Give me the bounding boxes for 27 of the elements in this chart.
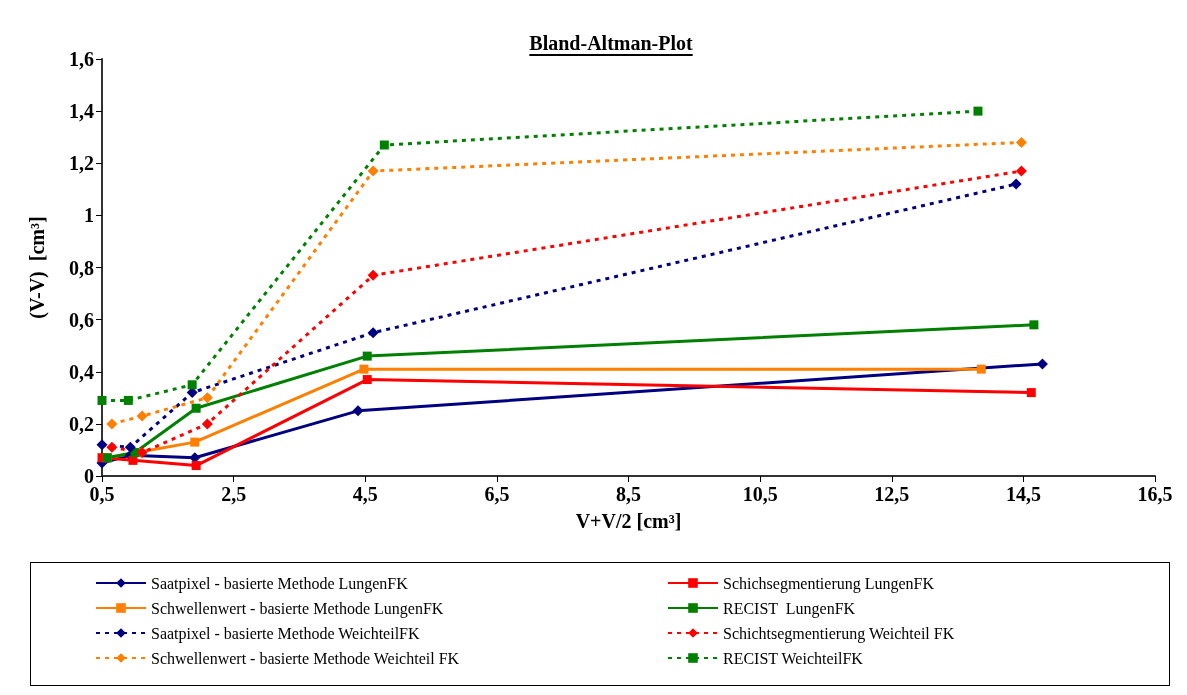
x-tick-label: 8,5 (616, 483, 641, 505)
x-tick-label: 10,5 (742, 483, 778, 505)
x-tick-label: 14,5 (1005, 483, 1041, 505)
y-tick-label: 1,6 (69, 48, 94, 70)
y-tick-label: 0,8 (69, 256, 94, 279)
x-tick-label: 2,5 (221, 483, 247, 505)
legend-label: Schichtsegmentierung Weichteil FK (723, 624, 955, 643)
x-tick-label: 4,5 (352, 483, 378, 505)
y-tick-label: 1,4 (69, 100, 94, 123)
legend-label: Saatpixel - basierte Methode LungenFK (151, 574, 409, 593)
y-tick-label: 1 (84, 204, 94, 227)
legend-label: Schichsegmentierung LungenFK (723, 574, 935, 593)
y-tick-label: 1,2 (69, 152, 94, 175)
x-tick-label: 12,5 (874, 483, 910, 505)
y-tick-label: 0,2 (69, 412, 94, 435)
y-tick-label: 0,6 (69, 308, 94, 331)
legend-label: RECIST LungenFK (723, 599, 856, 618)
y-tick-label: 0,4 (69, 360, 94, 383)
legend-label: Schwellenwert - basierte Methode Weichteil FK (151, 649, 460, 667)
x-tick-label: 16,5 (1137, 483, 1173, 505)
legend-label: Saatpixel - basierte Methode WeichteilFK (151, 624, 421, 643)
chart-title: Bland-Altman-Plot (529, 32, 694, 54)
x-tick-label: 6,5 (484, 483, 510, 505)
x-axis-title: V+V/2 [cm³] (575, 510, 682, 532)
y-axis-title: (V-V) [cm³] (26, 216, 49, 319)
legend-label: Schwellenwert - basierte Methode LungenFK (151, 599, 444, 618)
legend-label: RECIST WeichteilFK (723, 649, 864, 667)
